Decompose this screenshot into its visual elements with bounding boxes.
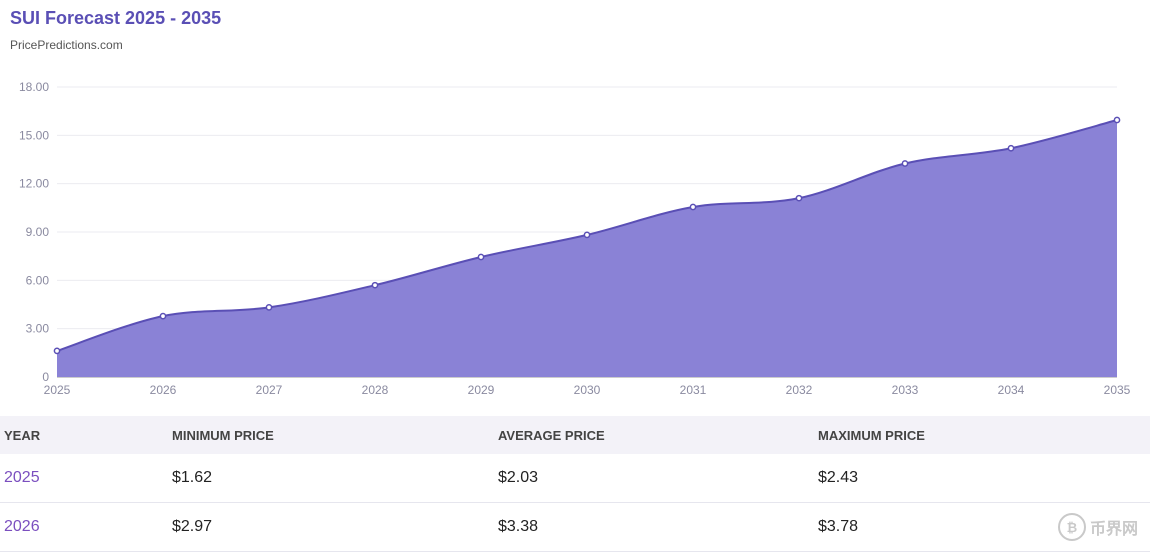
y-tick-label: 9.00 bbox=[26, 225, 50, 239]
x-tick-label: 2032 bbox=[786, 383, 813, 397]
x-tick-label: 2025 bbox=[44, 383, 71, 397]
cell-max: $3.78 bbox=[814, 502, 1150, 552]
y-tick-label: 0 bbox=[42, 370, 49, 384]
point-layer bbox=[53, 116, 1121, 355]
watermark: ₿ 币界网 bbox=[1057, 513, 1138, 541]
data-point bbox=[371, 281, 379, 289]
table-header-row: YEAR MINIMUM PRICE AVERAGE PRICE MAXIMUM… bbox=[0, 416, 1150, 454]
data-point bbox=[159, 312, 167, 320]
y-tick-label: 6.00 bbox=[26, 273, 50, 287]
forecast-chart: 0 3.00 6.00 9.00 12.00 15.00 18.00 2025 2026 2027… bbox=[19, 80, 1131, 397]
cell-avg: $2.03 bbox=[494, 454, 814, 503]
forecast-table: YEAR MINIMUM PRICE AVERAGE PRICE MAXIMUM… bbox=[0, 416, 1150, 552]
data-point bbox=[795, 194, 803, 202]
forecast-table-wrap: YEAR MINIMUM PRICE AVERAGE PRICE MAXIMUM… bbox=[0, 416, 1150, 552]
data-point bbox=[1113, 116, 1121, 124]
page-title: SUI Forecast 2025 - 2035 bbox=[10, 8, 222, 28]
bitcoin-icon: ₿ bbox=[1057, 513, 1086, 541]
x-tick-label: 2028 bbox=[362, 383, 389, 397]
x-tick-label: 2031 bbox=[680, 383, 707, 397]
x-tick-label: 2026 bbox=[150, 383, 177, 397]
x-tick-label: 2030 bbox=[574, 383, 601, 397]
x-tick-label: 2029 bbox=[468, 383, 495, 397]
cell-avg: $3.38 bbox=[494, 502, 814, 552]
cell-min: $2.97 bbox=[168, 502, 494, 552]
x-tick-label: 2027 bbox=[256, 383, 283, 397]
col-header-max: MAXIMUM PRICE bbox=[818, 427, 925, 443]
col-header-min: MINIMUM PRICE bbox=[172, 427, 274, 443]
y-tick-label: 15.00 bbox=[19, 128, 49, 142]
col-header-avg: AVERAGE PRICE bbox=[498, 427, 605, 443]
cell-year: 2026 bbox=[0, 502, 168, 552]
area-layer bbox=[56, 119, 1118, 378]
source-label: PricePredictions.com bbox=[10, 38, 123, 52]
data-point bbox=[53, 347, 61, 355]
x-tick-label: 2034 bbox=[998, 383, 1025, 397]
col-header-year: YEAR bbox=[4, 427, 41, 443]
y-tick-label: 12.00 bbox=[19, 177, 49, 191]
y-tick-label: 3.00 bbox=[26, 322, 50, 336]
cell-max: $2.43 bbox=[814, 454, 1150, 503]
tick-layer: 0 3.00 6.00 9.00 12.00 15.00 18.00 2025 2026 2027… bbox=[19, 80, 1131, 397]
area-fill bbox=[57, 120, 1117, 378]
watermark-text: 币界网 bbox=[1089, 521, 1138, 538]
cell-year: 2025 bbox=[0, 454, 168, 503]
data-point bbox=[583, 231, 591, 239]
data-point bbox=[1007, 144, 1015, 152]
x-tick-label: 2035 bbox=[1104, 383, 1131, 397]
data-point bbox=[689, 203, 697, 211]
table-row: 2026 $2.97 $3.38 $3.78 bbox=[0, 502, 1150, 552]
data-point bbox=[477, 253, 485, 261]
x-tick-label: 2033 bbox=[892, 383, 919, 397]
data-point bbox=[901, 160, 909, 167]
cell-min: $1.62 bbox=[168, 454, 494, 503]
table-row: 2025 $1.62 $2.03 $2.43 bbox=[0, 454, 1150, 503]
data-point bbox=[265, 304, 273, 311]
y-tick-label: 18.00 bbox=[19, 80, 49, 94]
